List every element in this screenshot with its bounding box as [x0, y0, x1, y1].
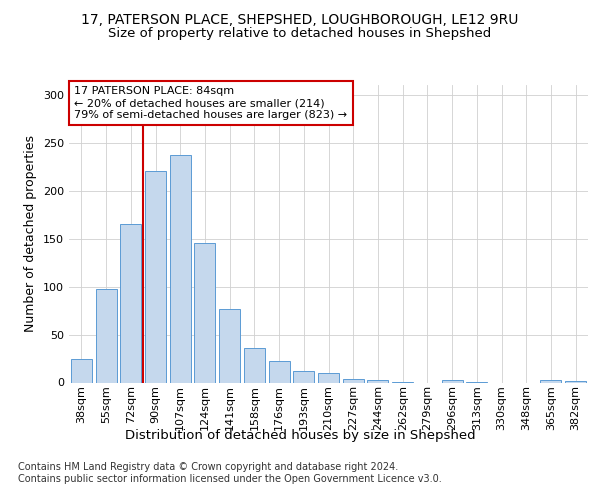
Bar	[293, 371, 314, 382]
Bar	[71, 358, 92, 382]
Bar	[442, 380, 463, 382]
Bar	[170, 155, 191, 382]
Bar	[343, 378, 364, 382]
Text: Contains HM Land Registry data © Crown copyright and database right 2024.
Contai: Contains HM Land Registry data © Crown c…	[18, 462, 442, 484]
Bar	[541, 380, 562, 382]
Bar	[145, 172, 166, 382]
Bar	[95, 290, 116, 382]
Text: Size of property relative to detached houses in Shepshed: Size of property relative to detached ho…	[109, 28, 491, 40]
Bar	[120, 224, 141, 382]
Text: 17 PATERSON PLACE: 84sqm
← 20% of detached houses are smaller (214)
79% of semi-: 17 PATERSON PLACE: 84sqm ← 20% of detach…	[74, 86, 347, 120]
Bar	[219, 308, 240, 382]
Bar	[269, 362, 290, 382]
Y-axis label: Number of detached properties: Number of detached properties	[25, 135, 37, 332]
Bar	[367, 380, 388, 382]
Bar	[318, 373, 339, 382]
Bar	[194, 244, 215, 382]
Text: 17, PATERSON PLACE, SHEPSHED, LOUGHBOROUGH, LE12 9RU: 17, PATERSON PLACE, SHEPSHED, LOUGHBOROU…	[82, 12, 518, 26]
Bar	[244, 348, 265, 382]
Text: Distribution of detached houses by size in Shepshed: Distribution of detached houses by size …	[125, 428, 475, 442]
Bar	[565, 380, 586, 382]
